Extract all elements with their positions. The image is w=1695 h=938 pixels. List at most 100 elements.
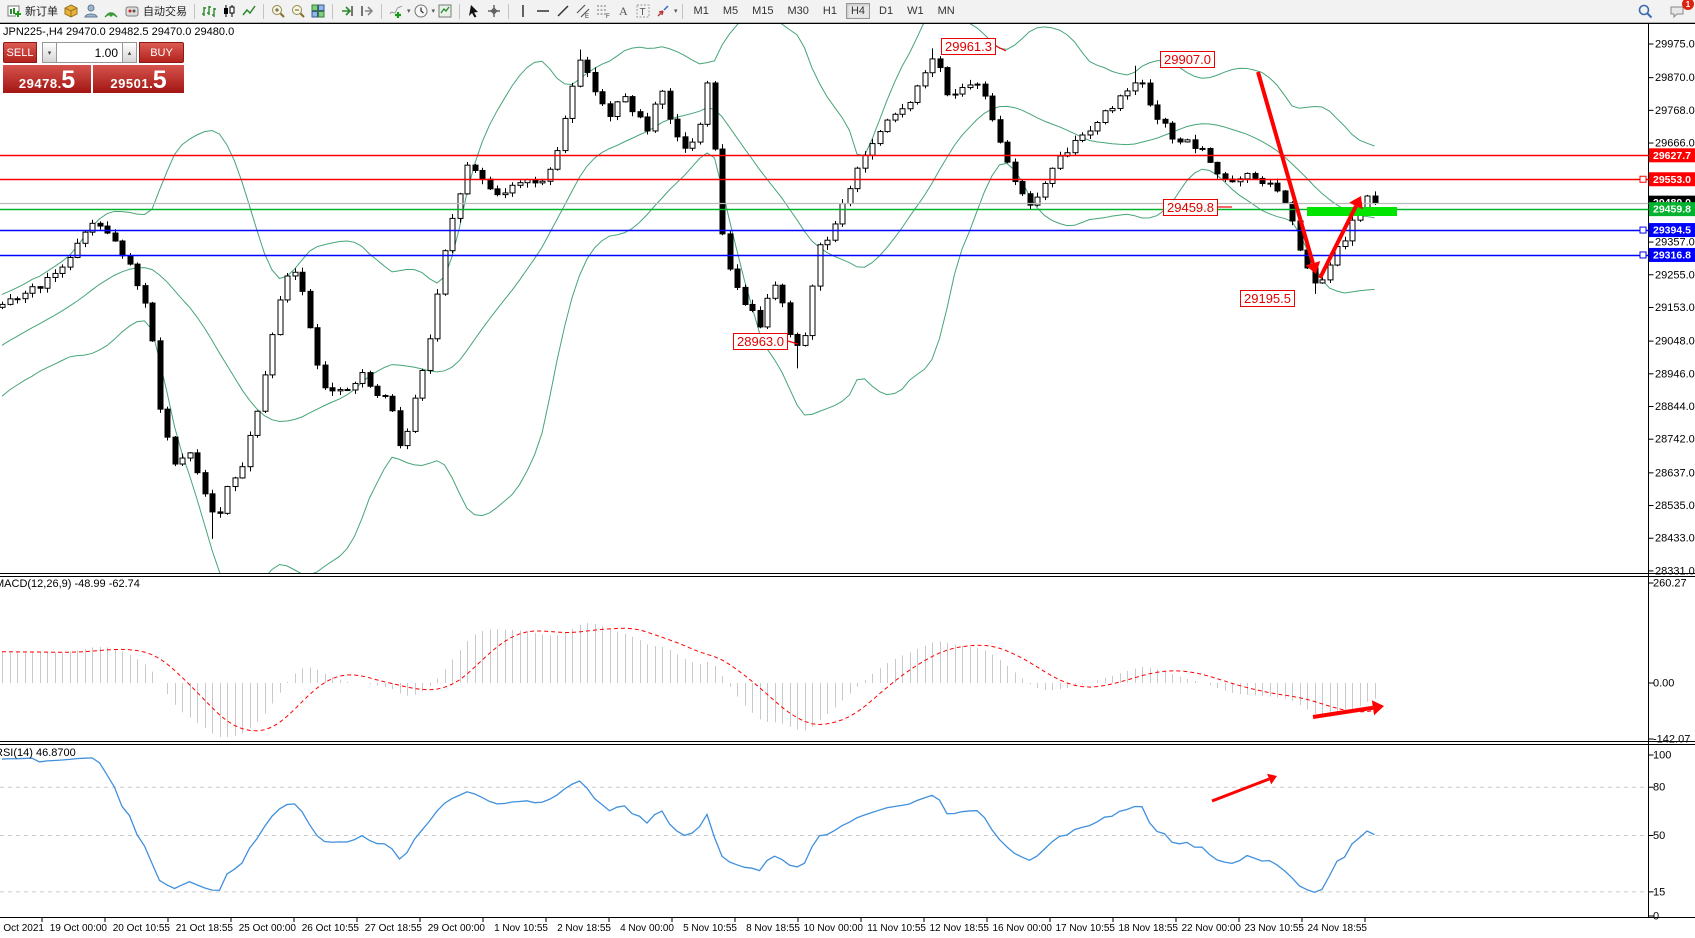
rsi-arrow[interactable] [1211,773,1277,803]
vertical-line-icon[interactable] [513,2,533,20]
trendline-icon[interactable] [553,2,573,20]
price-tags: 29627.729553.029480.029459.829394.529316… [1639,148,1695,262]
time-axis-label: 20 Oct 10:55 [113,923,171,934]
autoscroll-icon[interactable] [337,2,357,20]
time-axis-label: 4 Nov 00:00 [620,923,674,934]
rsi-axis-label: 80 [1653,782,1665,794]
time-axis-label: 22 Nov 00:00 [1182,923,1242,934]
notifications-button[interactable]: 1 [1667,0,1694,20]
annotation-tail [787,340,799,345]
volume-input[interactable] [57,42,122,63]
svg-text:T: T [640,7,646,18]
dropdown-caret-icon[interactable]: ▾ [674,8,678,15]
timeframe-W1[interactable]: W1 [907,5,924,17]
volume-increase-button[interactable]: ▴ [122,42,137,63]
price-axis-label: 29975.0 [1655,39,1695,51]
price-axis-label: 29768.0 [1655,105,1695,117]
time-axis-label: 19 Oct 00:00 [50,923,108,934]
volume-decrease-button[interactable]: ▾ [42,42,57,63]
sell-button[interactable]: SELL [3,42,37,63]
one-click-trading-panel: SELL ▾ ▴ BUY 29478.5 29501.5 [3,42,184,93]
time-axis-label: 21 Oct 18:55 [176,923,234,934]
bollinger-upper [1,24,1375,295]
templates-icon[interactable] [435,2,455,20]
bar-chart-icon[interactable] [199,2,219,20]
autotrading-button[interactable]: 自动交易 [121,2,190,21]
time-axis-label: 25 Oct 00:00 [239,923,297,934]
rsi-axis-label: 0 [1653,911,1659,923]
price-axis-label: 29153.0 [1655,302,1695,314]
candles[interactable] [0,48,1379,539]
line-endpoint-marker[interactable] [1639,175,1647,183]
fibonacci-icon[interactable]: F [593,2,613,20]
notification-badge: 1 [1682,0,1694,10]
channel-icon[interactable]: E [573,2,593,20]
price-annotation-28963.0[interactable]: 28963.0 [733,333,788,350]
price-annotation-29195.5[interactable]: 29195.5 [1240,290,1295,307]
horizontal-levels[interactable] [0,154,1649,257]
macd-axis-label: -142.07 [1653,734,1690,746]
price-axis-label: 28331.0 [1655,565,1695,577]
macd-pane[interactable] [1,622,1376,738]
signal-icon[interactable] [101,2,121,20]
timeframe-H4[interactable]: H4 [845,3,871,19]
tile-windows-icon[interactable] [308,2,328,20]
toolbar-separator [381,3,382,19]
price-annotation-29961.3[interactable]: 29961.3 [941,38,996,55]
indicators-add-icon[interactable] [386,2,406,20]
price-up-arrow[interactable] [1318,196,1363,279]
buy-button[interactable]: BUY [139,42,184,63]
price-annotation-29459.8[interactable]: 29459.8 [1163,199,1218,216]
periods-clock-icon[interactable] [411,2,431,20]
text-icon[interactable]: A [613,2,633,20]
box-icon[interactable] [61,2,81,20]
price-down-arrow[interactable] [1256,71,1321,274]
macd-arrow[interactable] [1312,700,1384,719]
line-endpoint-marker[interactable] [1639,226,1647,234]
price-axis-label: 28844.0 [1655,401,1695,413]
rsi-pane[interactable] [0,757,1649,894]
arrows-icon[interactable] [653,2,673,20]
timeframe-H1[interactable]: H1 [822,5,837,17]
price-axis-label: 28742.0 [1655,434,1695,446]
label-icon[interactable]: T [633,2,653,20]
line-chart-icon[interactable] [239,2,259,20]
time-axis-label: 10 Nov 00:00 [804,923,864,934]
axis-price-tag-label: 29394.5 [1653,225,1691,237]
bollinger-middle [1,105,1375,422]
timeframe-MN[interactable]: MN [937,5,955,17]
timeframe-M5[interactable]: M5 [722,5,739,17]
timeframe-M30[interactable]: M30 [787,5,809,17]
axis-price-tag-label: 29553.0 [1653,174,1691,186]
new-order-button[interactable]: 新订单 [3,2,61,21]
bollinger-lower [1,152,1375,573]
profile-icon[interactable] [81,2,101,20]
price-axis-label: 29048.0 [1655,336,1695,348]
search-icon[interactable] [1635,2,1655,20]
price-annotation-29907.0[interactable]: 29907.0 [1160,51,1215,68]
timeframe-D1[interactable]: D1 [879,5,894,17]
dropdown-caret-icon[interactable]: ▾ [407,8,411,15]
crosshair-icon[interactable] [484,2,504,20]
timeframe-M15[interactable]: M15 [752,5,774,17]
cursor-icon[interactable] [464,2,484,20]
axis-price-tag [1649,172,1695,187]
price-axis[interactable]: 29975.0 29870.0 29768.0 29666.0 29357.0 29255… [1648,39,1695,923]
candlestick-icon[interactable] [219,2,239,20]
macd-signal-line [1,627,1375,732]
chart-shift-icon[interactable] [357,2,377,20]
price-axis-label: 29255.0 [1655,269,1695,281]
horizontal-line-icon[interactable] [533,2,553,20]
line-endpoint-marker[interactable] [1639,251,1647,259]
dropdown-caret-icon[interactable]: ▾ [431,8,436,15]
toolbar-separator [194,3,195,19]
time-axis[interactable]: Oct 2021 19 Oct 00:00 20 Oct 10:55 21 Oct 1… [3,917,1367,935]
zoom-in-icon[interactable] [268,2,288,20]
svg-text:F: F [606,14,610,19]
timeframe-M1[interactable]: M1 [693,5,709,17]
zoom-out-icon[interactable] [288,2,308,20]
macd-label: MACD(12,26,9) -48.99 -62.74 [0,578,140,590]
macd-axis-label: 260.27 [1653,578,1687,590]
